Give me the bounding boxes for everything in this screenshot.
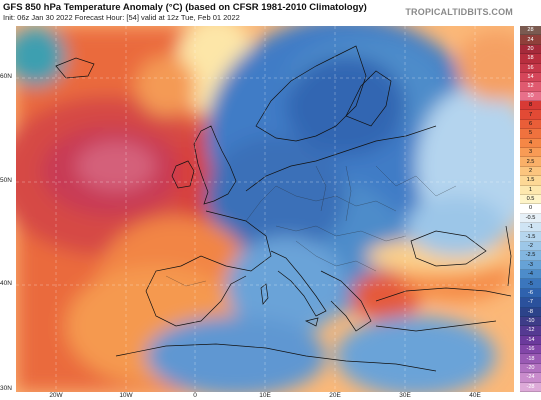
- site-watermark: TROPICALTIDBITS.COM: [405, 7, 513, 17]
- lon-label-20w: 20W: [49, 392, 63, 399]
- colorbar-level: -1.5: [520, 232, 541, 242]
- colorbar-level: 1: [520, 185, 541, 195]
- lat-label-50n: 50N: [0, 177, 12, 184]
- colorbar-level: -4: [520, 270, 541, 280]
- colorbar-level: 5: [520, 129, 541, 139]
- colorbar-level: 7: [520, 110, 541, 120]
- colorbar-level: 0: [520, 204, 541, 214]
- lat-label-60n: 60N: [0, 73, 12, 80]
- colorbar-level: -0.5: [520, 213, 541, 224]
- lat-label-30n: 30N: [0, 385, 12, 392]
- colorbar-level: -7: [520, 298, 541, 308]
- map-subtitle: Init: 06z Jan 30 2022 Forecast Hour: [54…: [3, 13, 240, 22]
- colorbar-level: -6: [520, 288, 541, 299]
- colorbar-level: 2.5: [520, 157, 541, 167]
- colorbar-level: 4: [520, 138, 541, 148]
- colorbar-level: 18: [520, 54, 541, 64]
- colorbar-level: 1.5: [520, 176, 541, 186]
- colorbar-level: 6: [520, 119, 541, 130]
- anomaly-map: [16, 26, 514, 392]
- colorbar-level: 8: [520, 101, 541, 111]
- colorbar-level: -3: [520, 260, 541, 270]
- colorbar-level: -12: [520, 326, 541, 336]
- colorbar-level: 2: [520, 166, 541, 177]
- lon-label-20e: 20E: [329, 392, 341, 399]
- colorbar-level: -16: [520, 345, 541, 355]
- colorbar-level: -5: [520, 279, 541, 289]
- colorbar-level: -8: [520, 307, 541, 317]
- colorbar-level: -10: [520, 316, 541, 327]
- colorbar-level: -28: [520, 382, 541, 392]
- colorbar-level: 14: [520, 72, 541, 83]
- lon-label-10w: 10W: [119, 392, 133, 399]
- lon-label-0: 0: [193, 392, 197, 399]
- colorbar-level: -1: [520, 223, 541, 233]
- colorbar-level: -14: [520, 335, 541, 346]
- colorbar-level: 28: [520, 26, 541, 36]
- colorbar-level: -18: [520, 354, 541, 364]
- colorbar-level: -2: [520, 241, 541, 252]
- lon-label-10e: 10E: [259, 392, 271, 399]
- colorbar-level: 24: [520, 35, 541, 45]
- lon-label-30e: 30E: [399, 392, 411, 399]
- colorbar-level: 12: [520, 82, 541, 92]
- colorbar-level: 16: [520, 63, 541, 73]
- colorbar-level: 0.5: [520, 194, 541, 205]
- colorbar-level: 20: [520, 44, 541, 55]
- coastlines: [55, 45, 512, 372]
- colorbar-level: -24: [520, 373, 541, 383]
- lon-label-40e: 40E: [469, 392, 481, 399]
- colorbar-level: -2.5: [520, 251, 541, 261]
- map-canvas: [16, 26, 514, 392]
- colorbar-level: -20: [520, 363, 541, 374]
- colorbar-level: 10: [520, 91, 541, 102]
- map-title: GFS 850 hPa Temperature Anomaly (°C) (ba…: [3, 2, 367, 13]
- lat-label-40n: 40N: [0, 280, 12, 287]
- colorbar-level: 3: [520, 148, 541, 158]
- colorbar-legend: 28 24 20 18 16 14 12 10 8 7 6 5 4 3 2.5 2 1.5 1 0.5 0 -0.5 -1…: [520, 26, 541, 392]
